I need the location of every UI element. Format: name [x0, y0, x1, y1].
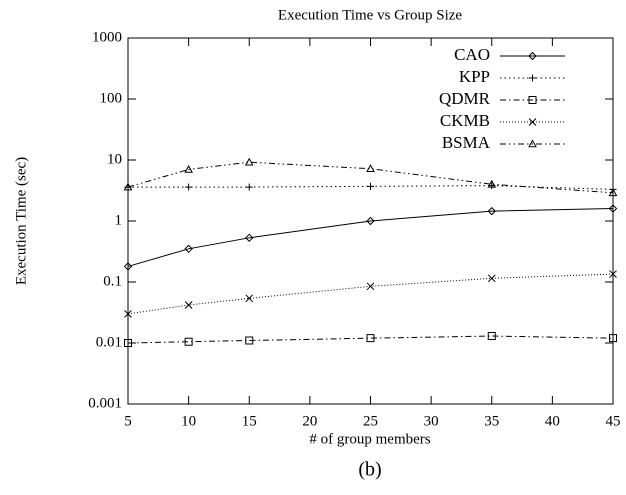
x-tick-label: 35 — [484, 413, 499, 429]
legend-label: BSMA — [442, 133, 491, 152]
marker — [124, 339, 132, 347]
y-axis-label: Execution Time (sec) — [13, 157, 29, 285]
x-tick-label: 25 — [363, 413, 378, 429]
marker — [245, 233, 254, 243]
marker — [366, 282, 375, 291]
y-tick-label: 10 — [107, 151, 122, 167]
marker — [124, 310, 132, 318]
legend-label: CAO — [454, 45, 490, 64]
series-line — [127, 161, 614, 194]
marker — [123, 182, 133, 191]
legend-label: QDMR — [439, 89, 491, 108]
marker — [487, 206, 496, 216]
marker — [244, 157, 254, 166]
x-tick-label: 40 — [545, 413, 560, 429]
marker — [185, 183, 193, 191]
x-axis-label: # of group members — [309, 431, 430, 447]
y-tick-label: 100 — [100, 90, 123, 106]
x-tick-label: 10 — [181, 413, 196, 429]
marker — [366, 334, 375, 343]
marker — [245, 183, 253, 191]
marker — [528, 96, 537, 104]
x-tick-label: 5 — [124, 413, 132, 429]
y-tick-label: 1000 — [92, 29, 122, 45]
marker — [528, 118, 537, 126]
marker — [245, 294, 254, 303]
y-tick-label: 0.001 — [88, 395, 122, 411]
y-tick-label: 0.1 — [103, 273, 122, 289]
series-line — [127, 335, 614, 344]
y-tick-label: 1 — [115, 212, 123, 228]
marker — [608, 188, 618, 197]
x-tick-label: 15 — [242, 413, 257, 429]
marker — [366, 216, 375, 226]
series-line — [127, 273, 614, 315]
series-line — [127, 208, 614, 267]
marker — [609, 270, 617, 278]
x-tick-label: 20 — [302, 413, 317, 429]
marker — [487, 332, 496, 341]
legend-label: CKMB — [440, 111, 490, 130]
marker — [366, 164, 375, 173]
marker — [608, 204, 618, 213]
x-tick-label: 45 — [606, 413, 621, 429]
x-tick-label: 30 — [424, 413, 439, 429]
marker — [609, 334, 617, 343]
y-tick-label: 0.01 — [96, 334, 122, 350]
caption: (b) — [358, 459, 381, 481]
legend-label: KPP — [459, 67, 490, 86]
marker — [245, 336, 254, 345]
chart-title: Execution Time vs Group Size — [278, 7, 463, 23]
marker — [184, 337, 193, 346]
marker — [184, 164, 193, 173]
marker — [528, 51, 537, 61]
marker — [529, 74, 536, 82]
series-line — [128, 185, 614, 190]
marker — [184, 244, 193, 254]
marker — [528, 139, 537, 148]
marker — [123, 262, 133, 271]
marker — [487, 179, 497, 188]
marker — [367, 182, 374, 190]
marker — [184, 301, 193, 309]
marker — [487, 274, 496, 283]
